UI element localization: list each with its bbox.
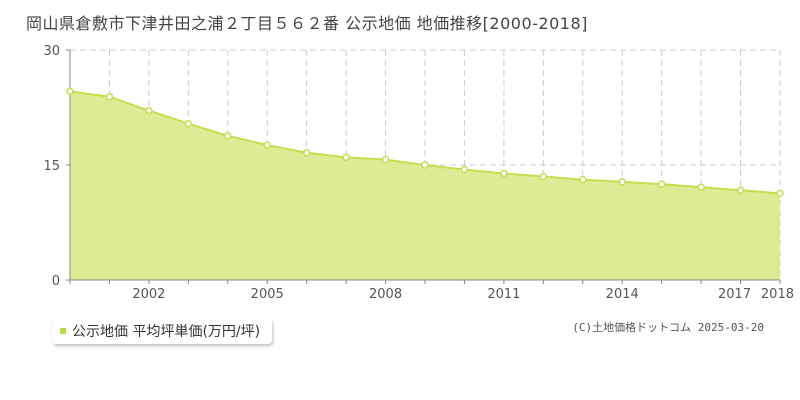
chart-title: 岡山県倉敷市下津井田之浦２丁目５６２番 公示地価 地価推移[2000-2018] bbox=[26, 14, 588, 33]
series-area bbox=[70, 91, 780, 281]
data-point bbox=[579, 175, 587, 184]
x-tick-label: 2018 bbox=[761, 287, 794, 302]
y-tick-label: 30 bbox=[43, 44, 60, 59]
data-point bbox=[421, 161, 429, 169]
data-point bbox=[776, 189, 784, 198]
data-point bbox=[500, 169, 508, 178]
data-point bbox=[224, 132, 232, 140]
data-point bbox=[539, 172, 548, 181]
x-tick-label: 2011 bbox=[487, 287, 520, 302]
x-tick-label: 2017 bbox=[718, 287, 751, 302]
data-point bbox=[342, 153, 350, 162]
copyright-text: (C)土地価格ドットコム 2025-03-20 bbox=[572, 321, 764, 334]
x-tick-label: 2014 bbox=[606, 287, 639, 302]
data-point bbox=[145, 106, 153, 115]
x-tick-label: 2008 bbox=[369, 287, 402, 302]
data-point bbox=[184, 119, 193, 128]
data-point bbox=[657, 180, 666, 188]
x-tick-label: 2005 bbox=[251, 287, 284, 302]
data-point bbox=[66, 87, 74, 96]
data-point bbox=[105, 93, 114, 101]
data-point bbox=[381, 155, 390, 164]
legend-swatch bbox=[60, 328, 66, 334]
x-tick-label: 2002 bbox=[132, 287, 165, 302]
y-tick-label: 0 bbox=[52, 274, 60, 289]
data-point bbox=[460, 165, 469, 174]
data-point bbox=[697, 183, 705, 191]
legend-label: 公示地価 平均坪単価(万円/坪) bbox=[72, 324, 261, 340]
data-point bbox=[302, 148, 311, 157]
y-tick-label: 15 bbox=[43, 159, 60, 174]
data-point bbox=[736, 186, 745, 195]
data-point bbox=[618, 178, 626, 186]
data-point bbox=[263, 141, 271, 149]
legend: 公示地価 平均坪単価(万円/坪) bbox=[52, 318, 273, 344]
